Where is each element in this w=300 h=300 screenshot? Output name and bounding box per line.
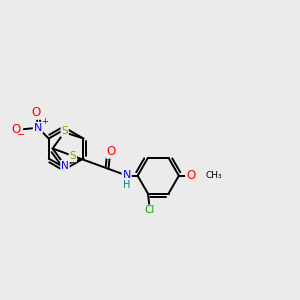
Text: N: N: [61, 160, 69, 171]
Text: O: O: [31, 106, 40, 119]
Text: O: O: [106, 145, 116, 158]
Text: N: N: [122, 169, 131, 179]
Text: S: S: [61, 126, 68, 136]
Text: O: O: [11, 123, 20, 136]
Text: +: +: [41, 117, 48, 126]
Text: H: H: [123, 180, 130, 190]
Text: CH₃: CH₃: [206, 171, 223, 180]
Text: −: −: [17, 130, 26, 140]
Text: O: O: [186, 169, 195, 182]
Text: Cl: Cl: [145, 206, 155, 215]
Text: N: N: [34, 123, 42, 133]
Text: S: S: [70, 152, 76, 161]
